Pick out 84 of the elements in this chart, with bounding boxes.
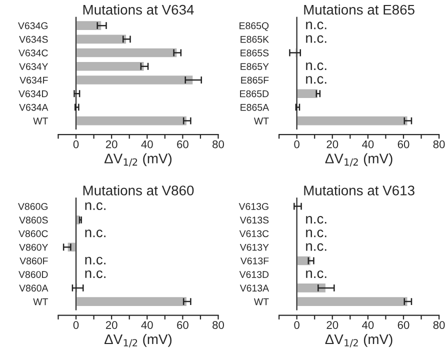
y-tick-label: E865Y	[240, 63, 269, 70]
bar	[296, 282, 327, 294]
bar	[296, 254, 312, 267]
bar	[75, 296, 188, 308]
y-tick-label: E865S	[240, 50, 269, 56]
y-tick-label: WT	[254, 118, 269, 124]
x-tick-label: 40	[362, 321, 374, 329]
annotation: n.c.	[85, 230, 106, 238]
chart-title: Mutations at V613	[304, 185, 414, 196]
x-tick-label: 80	[433, 140, 445, 148]
y-tick-label: E865K	[240, 36, 269, 43]
y-tick-label: V860Y	[19, 244, 48, 251]
x-tick-label: 40	[362, 140, 374, 148]
chart-title: Mutations at V634	[83, 4, 194, 15]
x-tick-label: 40	[141, 140, 153, 148]
y-tick-label: V613C	[239, 230, 269, 238]
x-tick-label: 20	[326, 321, 338, 329]
y-tick-label: V634D	[18, 90, 48, 98]
y-tick-label: E865A	[240, 104, 270, 111]
y-tick-label: V634S	[19, 36, 48, 43]
y-tick-label: V634Y	[19, 63, 48, 70]
y-tick-label: V860F	[20, 257, 48, 264]
bar	[75, 46, 178, 59]
y-tick-label: WT	[254, 298, 269, 306]
x-tick-label: 80	[212, 140, 224, 148]
y-tick-label: V860S	[19, 216, 48, 224]
chart-title: Mutations at E865	[304, 4, 414, 15]
annotation: n.c.	[306, 230, 326, 238]
x-tick-label: 60	[398, 321, 410, 329]
x-tick-label: 20	[326, 140, 338, 148]
y-tick-label: V634F	[20, 76, 48, 84]
bar	[75, 33, 128, 45]
bar	[75, 74, 194, 86]
annotation: n.c.	[85, 202, 106, 210]
bar	[296, 115, 409, 127]
annotation: n.c.	[306, 35, 326, 43]
x-tick-label: 20	[106, 321, 118, 329]
y-tick-label: WT	[33, 118, 48, 124]
x-axis-title: ΔV$_{1/2}$ (mV)	[325, 153, 392, 166]
y-tick-label: V860C	[18, 230, 48, 238]
annotation: n.c.	[306, 270, 326, 278]
y-tick-label: V634G	[18, 22, 48, 30]
chart-title: Mutations at V860	[83, 185, 194, 196]
y-tick-label: V613F	[240, 257, 269, 264]
y-tick-label: E865F	[241, 76, 269, 84]
y-tick-label: V860A	[19, 284, 48, 292]
annotation: n.c.	[306, 76, 326, 84]
x-tick-label: 60	[398, 140, 410, 148]
y-tick-label: E865D	[240, 90, 269, 98]
annotation: n.c.	[85, 270, 106, 278]
x-tick-label: 0	[73, 321, 79, 329]
y-tick-label: V613G	[238, 203, 268, 210]
annotation: n.c.	[306, 22, 326, 30]
y-tick-label: V613A	[240, 284, 270, 292]
x-tick-label: 80	[433, 321, 445, 329]
y-tick-label: V613S	[240, 216, 269, 224]
y-tick-label: V634C	[18, 50, 48, 56]
bar	[296, 296, 409, 308]
x-axis-title: ΔV$_{1/2}$ (mV)	[104, 334, 172, 348]
annotation: n.c.	[306, 243, 326, 251]
bar	[75, 60, 146, 72]
y-tick-label: V860G	[18, 203, 48, 210]
x-tick-label: 0	[294, 321, 300, 329]
x-tick-label: 60	[177, 321, 188, 329]
y-tick-label: WT	[33, 298, 48, 306]
y-tick-label: V860D	[18, 271, 48, 278]
annotation: n.c.	[85, 256, 106, 264]
bar	[296, 88, 319, 100]
y-tick-label: E865Q	[240, 22, 269, 31]
bar	[75, 115, 188, 127]
annotation: n.c.	[306, 216, 326, 224]
x-tick-label: 80	[212, 321, 224, 329]
x-axis-title: ΔV$_{1/2}$ (mV)	[104, 153, 172, 166]
x-tick-label: 20	[106, 140, 118, 148]
bar	[75, 20, 102, 32]
x-axis-title: ΔV$_{1/2}$ (mV)	[325, 334, 392, 348]
x-tick-label: 40	[141, 321, 153, 329]
y-tick-label: V634A	[19, 104, 48, 111]
x-tick-label: 0	[73, 140, 79, 148]
annotation: n.c.	[306, 62, 326, 70]
x-tick-label: 60	[177, 140, 188, 148]
x-tick-label: 0	[294, 140, 300, 148]
y-tick-label: V613D	[239, 271, 269, 278]
y-tick-label: V613Y	[240, 244, 269, 251]
